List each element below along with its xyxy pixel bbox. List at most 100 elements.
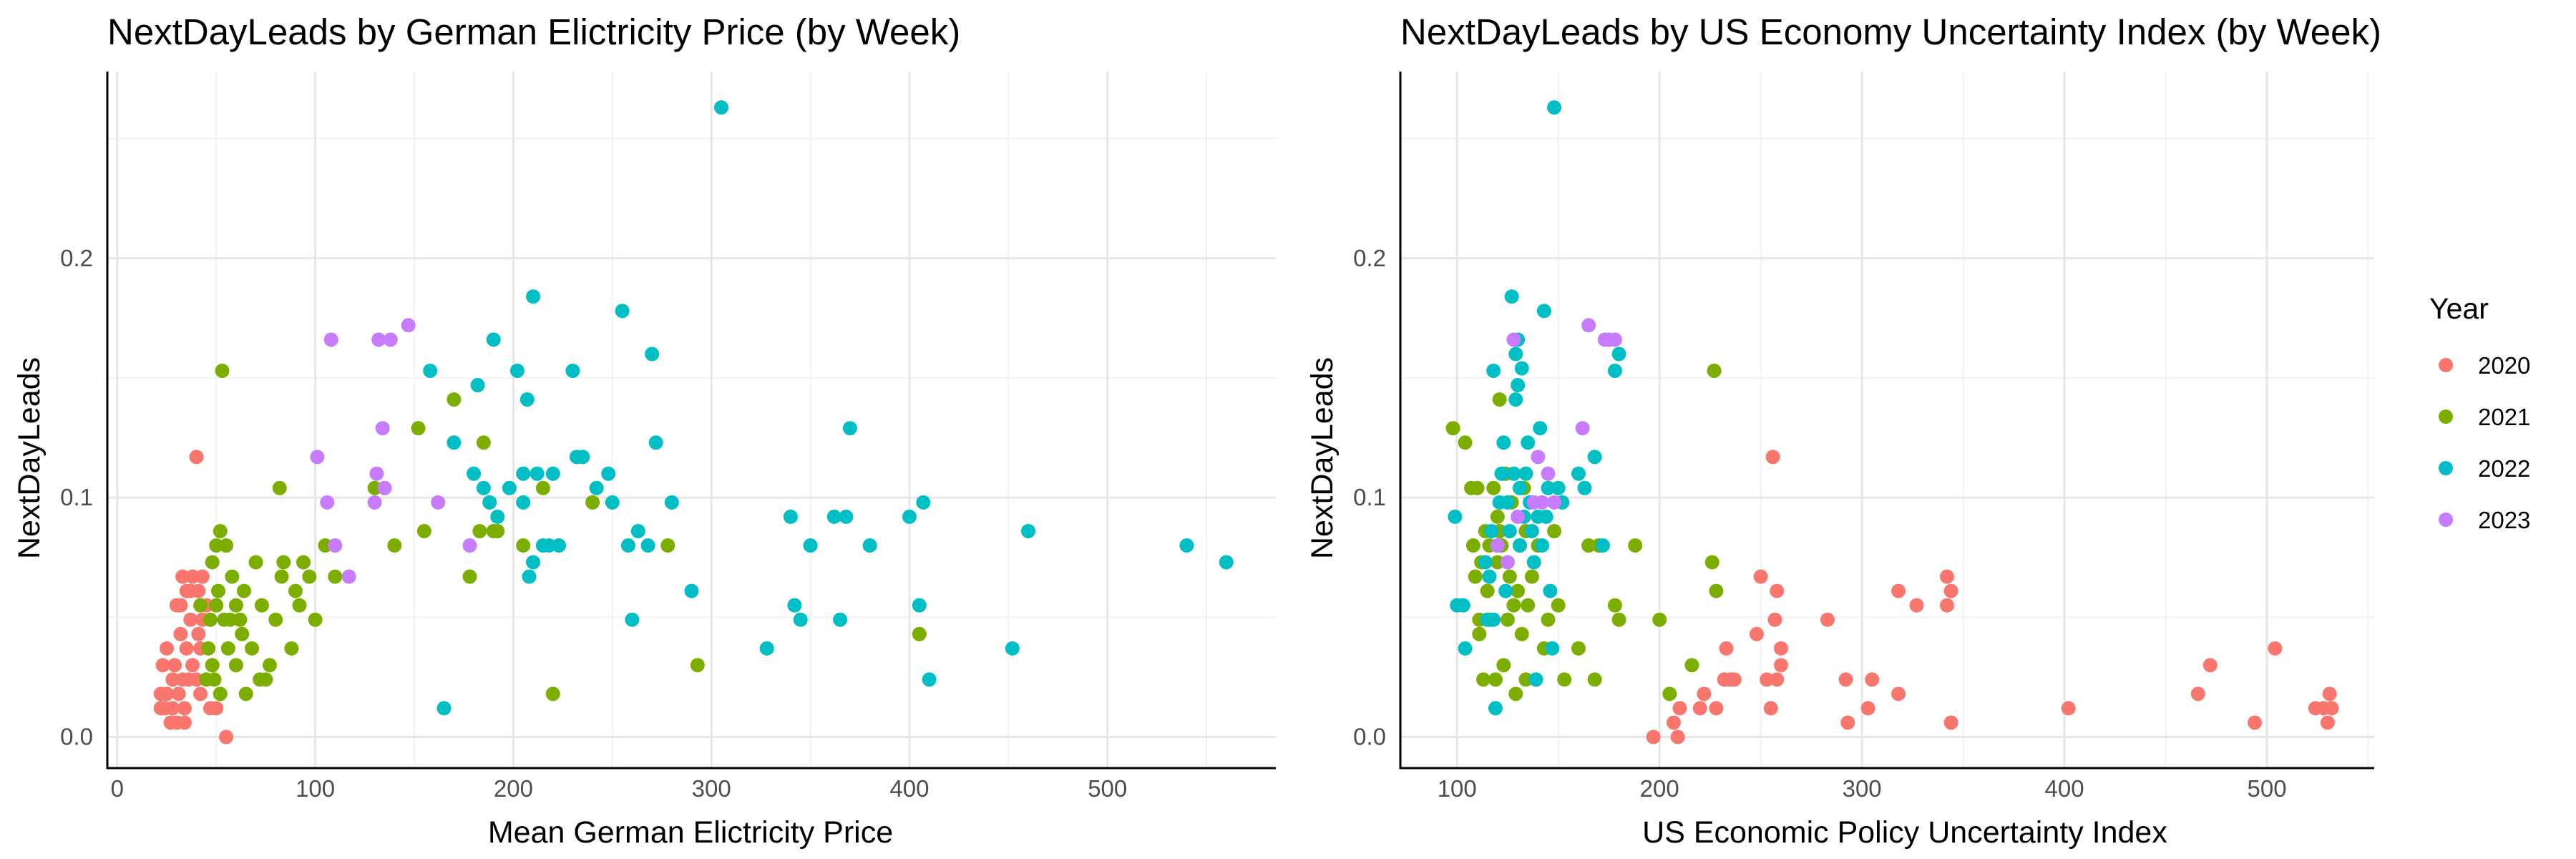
data-point-2021 [411, 421, 426, 436]
data-point-2020 [185, 569, 200, 584]
legend-swatch-2023 [2439, 513, 2453, 527]
data-point-2022 [1511, 378, 1526, 393]
legend-item-2020: 2020 [2439, 352, 2530, 379]
data-point-2022 [552, 538, 567, 553]
data-point-2022 [509, 363, 525, 378]
data-point-2021 [1704, 555, 1719, 570]
data-point-2022 [1524, 523, 1539, 538]
data-point-2021 [1628, 538, 1643, 553]
uncertainty-x-tick-label: 500 [2248, 775, 2287, 802]
data-point-2020 [185, 658, 200, 673]
data-point-2021 [1486, 480, 1501, 495]
uncertainty-x-tick-label: 300 [1843, 775, 1882, 802]
data-point-2020 [1670, 729, 1685, 744]
data-point-2023 [1607, 332, 1622, 347]
data-point-2023 [310, 450, 325, 465]
data-point-2021 [1652, 612, 1667, 627]
data-point-2022 [423, 363, 438, 378]
data-point-2021 [1587, 672, 1602, 687]
data-point-2022 [1521, 435, 1536, 450]
data-point-2020 [1753, 569, 1768, 584]
data-point-2022 [684, 583, 699, 598]
data-point-2023 [1541, 466, 1556, 481]
data-point-2021 [328, 569, 343, 584]
data-point-2023 [328, 538, 343, 553]
data-point-2022 [1506, 466, 1521, 481]
data-point-2022 [1545, 641, 1560, 656]
data-point-2021 [201, 641, 216, 656]
data-point-2022 [620, 538, 635, 553]
price-x-tick-label: 100 [296, 775, 335, 802]
data-point-2020 [1767, 612, 1782, 627]
data-point-2020 [189, 672, 204, 687]
data-point-2021 [1476, 672, 1491, 687]
data-point-2023 [377, 480, 392, 495]
data-point-2021 [245, 641, 260, 656]
data-point-2022 [1577, 480, 1592, 495]
data-point-2021 [660, 538, 675, 553]
data-point-2021 [1607, 598, 1622, 613]
legend-swatch-2021 [2439, 409, 2453, 424]
data-point-2021 [210, 583, 225, 598]
data-point-2021 [1490, 555, 1505, 570]
legend-item-2022: 2022 [2439, 455, 2530, 482]
data-point-2022 [1551, 480, 1566, 495]
data-point-2020 [183, 612, 198, 627]
data-point-2023 [1511, 509, 1526, 524]
data-point-2020 [1709, 701, 1724, 716]
data-point-2022 [1526, 555, 1541, 570]
data-point-2020 [160, 686, 175, 702]
data-point-2022 [470, 378, 485, 393]
data-point-2021 [1458, 435, 1473, 450]
data-point-2022 [1484, 523, 1499, 538]
data-point-2020 [1865, 672, 1880, 687]
legend-item-2021: 2021 [2439, 404, 2530, 430]
data-point-2021 [1468, 569, 1483, 584]
data-point-2021 [1662, 686, 1677, 702]
data-point-2021 [1508, 686, 1523, 702]
data-point-2022 [1538, 509, 1553, 524]
data-point-2021 [1488, 672, 1503, 687]
data-point-2023 [401, 318, 416, 333]
data-point-2020 [1943, 715, 1958, 730]
data-point-2022 [1535, 538, 1550, 553]
data-point-2020 [1692, 701, 1707, 716]
data-point-2022 [842, 421, 857, 436]
data-point-2021 [1470, 480, 1485, 495]
data-point-2020 [2324, 701, 2339, 716]
legend-item-2023: 2023 [2439, 507, 2530, 533]
data-point-2022 [1607, 363, 1622, 378]
data-point-2023 [431, 495, 446, 510]
legend-label-2020: 2020 [2478, 352, 2530, 379]
data-point-2021 [228, 658, 243, 673]
data-point-2021 [1709, 583, 1724, 598]
data-point-2021 [288, 583, 303, 598]
data-point-2022 [1512, 480, 1527, 495]
data-point-2022 [519, 392, 535, 407]
data-point-2021 [476, 435, 491, 450]
data-point-2020 [179, 641, 194, 656]
data-point-2021 [1511, 583, 1526, 598]
data-point-2020 [177, 701, 192, 716]
data-point-2022 [530, 466, 545, 481]
data-point-2022 [759, 641, 774, 656]
data-point-2020 [1666, 715, 1681, 730]
data-point-2022 [1498, 583, 1513, 598]
data-point-2021 [1684, 658, 1699, 673]
data-point-2021 [296, 555, 311, 570]
data-point-2022 [1536, 304, 1551, 319]
data-point-2021 [585, 495, 600, 510]
price-x-axis-title: Mean German Elictricity Price [488, 815, 893, 850]
data-point-2021 [207, 672, 222, 687]
price-chart-title: NextDayLeads by German Elictricity Price… [107, 11, 960, 52]
price-x-tick-label: 200 [494, 775, 533, 802]
data-point-2020 [1820, 612, 1835, 627]
data-point-2021 [1502, 569, 1517, 584]
uncertainty-grid [1400, 72, 2374, 768]
data-point-2020 [1727, 672, 1742, 687]
data-point-2021 [1524, 569, 1539, 584]
data-point-2022 [648, 435, 663, 450]
data-point-2022 [1595, 538, 1610, 553]
data-point-2020 [189, 450, 204, 465]
